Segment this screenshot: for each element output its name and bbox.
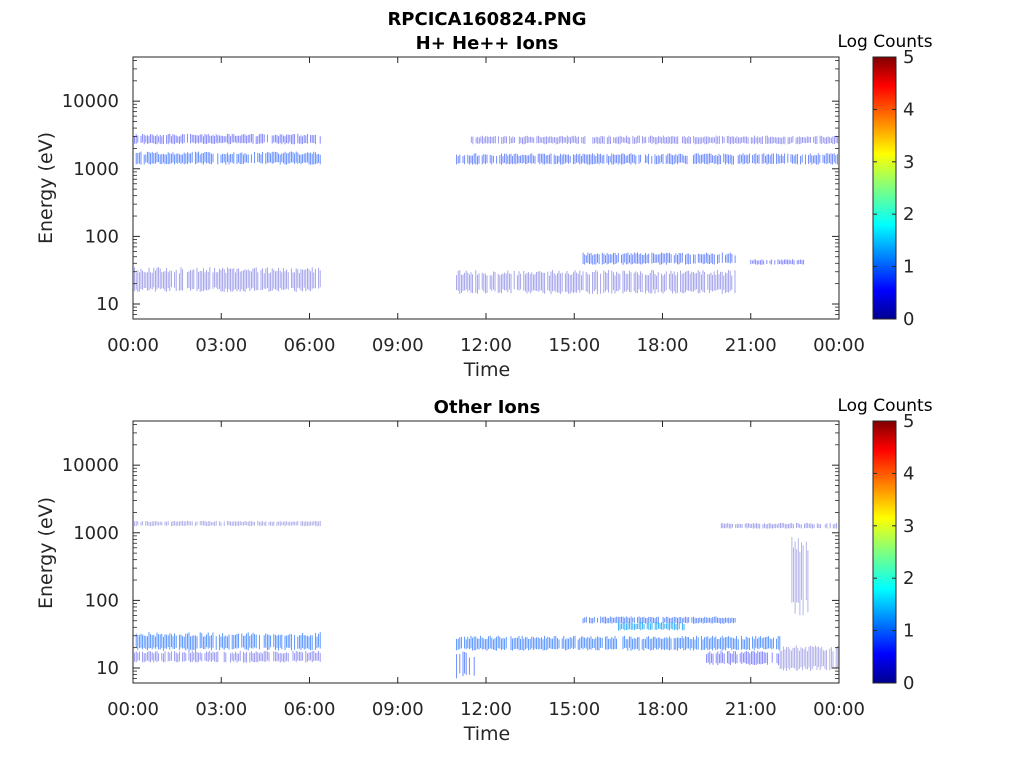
colorbar-tick-label: 2 bbox=[903, 568, 914, 589]
x-tick-label: 09:00 bbox=[372, 335, 424, 356]
x-tick-label: 00:00 bbox=[107, 335, 159, 356]
colorbar-ticks: 0 1 2 3 4 5 bbox=[873, 411, 914, 694]
y-ticks: 10 100 1000 10000 bbox=[62, 424, 839, 684]
colorbar-tick-label: 4 bbox=[903, 463, 914, 484]
energy-band bbox=[706, 650, 780, 666]
colorbar-tick-label: 2 bbox=[903, 204, 914, 225]
x-tick-label: 00:00 bbox=[813, 699, 865, 720]
x-tick-label: 12:00 bbox=[460, 699, 512, 720]
x-tick-label: 15:00 bbox=[548, 335, 600, 356]
x-axis-label: Time bbox=[463, 359, 511, 381]
x-tick-label: 18:00 bbox=[637, 699, 689, 720]
x-tick-label: 09:00 bbox=[372, 699, 424, 720]
colorbar-tick-label: 3 bbox=[903, 516, 914, 537]
energy-band bbox=[470, 135, 839, 145]
energy-band bbox=[456, 269, 736, 295]
energy-band bbox=[456, 651, 475, 679]
heatmap-area bbox=[132, 133, 839, 295]
energy-band bbox=[456, 635, 781, 651]
energy-band bbox=[132, 650, 321, 663]
energy-band bbox=[617, 622, 685, 631]
x-tick-label: 00:00 bbox=[107, 699, 159, 720]
x-ticks: 00:00 03:00 06:00 09:00 12:00 15:00 18:00 21:00… bbox=[107, 57, 865, 356]
energy-band bbox=[791, 536, 809, 616]
colorbar-tick-label: 5 bbox=[903, 411, 914, 432]
energy-band bbox=[750, 259, 805, 265]
x-tick-label: 15:00 bbox=[548, 699, 600, 720]
panel-title: Other Ions bbox=[434, 397, 541, 418]
y-tick-label: 10 bbox=[96, 658, 119, 679]
x-tick-label: 03:00 bbox=[195, 335, 247, 356]
colorbar bbox=[872, 420, 897, 684]
colorbar-title: Log Counts bbox=[837, 32, 932, 52]
y-tick-label: 100 bbox=[85, 590, 119, 611]
energy-band bbox=[132, 151, 321, 165]
colorbar-tick-label: 1 bbox=[903, 257, 914, 278]
colorbar-tick-label: 5 bbox=[903, 47, 914, 68]
energy-band bbox=[132, 267, 321, 293]
y-ticks: 10 100 1000 10000 bbox=[62, 60, 839, 320]
x-ticks: 00:00 03:00 06:00 09:00 12:00 15:00 18:00 21:00… bbox=[107, 421, 865, 720]
energy-band bbox=[582, 252, 736, 265]
colorbar-title: Log Counts bbox=[837, 396, 932, 416]
y-tick-label: 100 bbox=[85, 226, 119, 247]
y-axis-label: Energy (eV) bbox=[35, 497, 57, 609]
heatmap-area bbox=[132, 520, 839, 679]
panel-h-he-ions: H+ He++ Ions 00:00 03:00 06:00 09:00 12:00 15… bbox=[35, 32, 933, 381]
energy-band bbox=[132, 133, 321, 145]
x-tick-label: 03:00 bbox=[195, 699, 247, 720]
x-tick-label: 00:00 bbox=[813, 335, 865, 356]
colorbar-tick-label: 0 bbox=[903, 673, 914, 694]
colorbar-tick-label: 3 bbox=[903, 152, 914, 173]
panel-title: H+ He++ Ions bbox=[416, 33, 559, 54]
y-tick-label: 1000 bbox=[73, 159, 119, 180]
x-tick-label: 18:00 bbox=[637, 335, 689, 356]
panel-other-ions: Other Ions 00:00 03:00 06:00 09:00 12:00 15:0… bbox=[35, 396, 933, 745]
y-tick-label: 1000 bbox=[73, 523, 119, 544]
colorbar-tick-label: 0 bbox=[903, 309, 914, 330]
colorbar-tick-label: 1 bbox=[903, 621, 914, 642]
x-tick-label: 06:00 bbox=[284, 335, 336, 356]
colorbar bbox=[872, 56, 897, 320]
energy-band bbox=[132, 520, 321, 527]
y-tick-label: 10000 bbox=[62, 455, 119, 476]
colorbar-ticks: 0 1 2 3 4 5 bbox=[873, 47, 914, 330]
x-tick-label: 21:00 bbox=[725, 335, 777, 356]
colorbar-tick-label: 4 bbox=[903, 99, 914, 120]
x-tick-label: 21:00 bbox=[725, 699, 777, 720]
energy-band bbox=[779, 645, 839, 671]
energy-band bbox=[720, 522, 837, 529]
energy-band bbox=[456, 153, 838, 165]
x-tick-label: 06:00 bbox=[284, 699, 336, 720]
x-tick-label: 12:00 bbox=[460, 335, 512, 356]
energy-band bbox=[132, 632, 321, 651]
y-tick-label: 10000 bbox=[62, 91, 119, 112]
figure-title: RPCICA160824.PNG bbox=[387, 9, 586, 30]
y-axis-label: Energy (eV) bbox=[35, 132, 57, 244]
x-axis-label: Time bbox=[463, 723, 511, 745]
y-tick-label: 10 bbox=[96, 294, 119, 315]
energy-band bbox=[582, 616, 736, 624]
